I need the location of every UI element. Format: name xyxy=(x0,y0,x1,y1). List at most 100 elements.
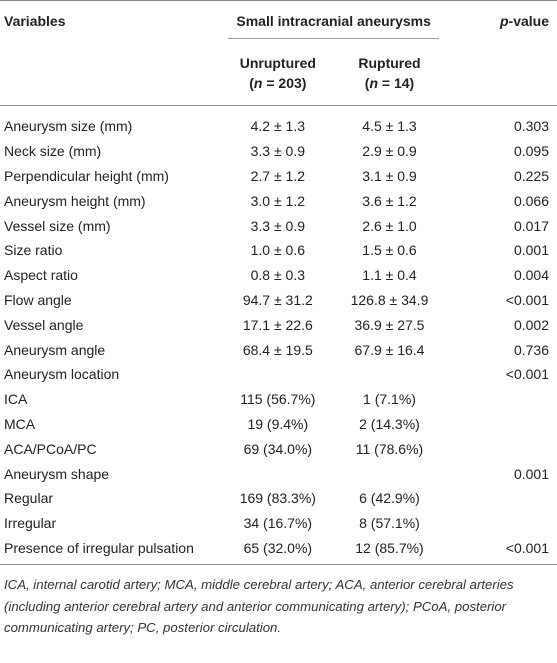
header-blank xyxy=(445,41,557,106)
cell xyxy=(445,412,557,437)
row-label: Presence of irregular pulsation xyxy=(0,535,222,566)
row-label: Flow angle xyxy=(4,291,72,308)
cell: 68.4 ± 19.5 xyxy=(242,341,313,358)
table-row: Irregular 34 (16.7%) 8 (57.1%) xyxy=(0,511,557,536)
footnote: ICA, internal carotid artery; MCA, middl… xyxy=(4,577,514,636)
row-label: Aspect ratio xyxy=(4,267,78,284)
cell xyxy=(334,461,446,486)
cell: 4.2 ± 1.3 xyxy=(250,118,306,135)
column-header: Ruptured (n = 14) xyxy=(333,41,446,106)
cell: 0.004 xyxy=(513,267,549,284)
table-row: Aspect ratio 0.8 ± 0.3 1.1 ± 0.4 0.004 xyxy=(0,263,557,288)
table-row: Presence of irregular pulsation 65 (32.0%… xyxy=(0,535,557,566)
table-row: Flow angle 94.7 ± 31.2 126.8 ± 34.9 <0.001 xyxy=(0,288,557,313)
cell: 2 (14.3%) xyxy=(359,415,420,432)
cell: 69 (34.0%) xyxy=(243,440,313,457)
header-pvalue: p-value xyxy=(445,1,557,42)
cell xyxy=(445,486,557,511)
cell: 3.3 ± 0.9 xyxy=(250,143,306,160)
cell: 2.6 ± 1.0 xyxy=(362,217,417,234)
column-label: Unruptured xyxy=(239,55,316,71)
cell xyxy=(334,362,446,387)
table-row: Size ratio 1.0 ± 0.6 1.5 ± 0.6 0.001 xyxy=(0,238,557,263)
cell: 6 (42.9%) xyxy=(359,490,420,507)
cell: 3.0 ± 1.2 xyxy=(250,192,306,209)
cell: 0.002 xyxy=(513,316,549,333)
row-label: Neck size (mm) xyxy=(4,143,102,160)
column-header: Unruptured (n = 203) xyxy=(222,41,334,106)
cell: <0.001 xyxy=(505,291,549,308)
cell: 0.8 ± 0.3 xyxy=(250,267,306,284)
row-label: Aneurysm shape xyxy=(4,465,110,482)
row-label: MCA xyxy=(4,415,36,432)
table-row: Perpendicular height (mm) 2.7 ± 1.2 3.1 ± … xyxy=(0,164,557,189)
row-label: ACA/PCoA/PC xyxy=(4,440,97,457)
cell: 1.1 ± 0.4 xyxy=(362,267,417,284)
count-symbol: n xyxy=(253,75,263,91)
row-label: Aneurysm location xyxy=(4,366,120,383)
row-label: Aneurysm angle xyxy=(4,341,106,358)
cell: 0.736 xyxy=(513,341,549,358)
table-row: Aneurysm height (mm) 3.0 ± 1.2 3.6 ± 1.2 0.… xyxy=(0,188,557,213)
cell: 65 (32.0%) xyxy=(222,535,334,566)
table-row: Aneurysm shape 0.001 xyxy=(0,461,557,486)
cell: 2.7 ± 1.2 xyxy=(250,167,306,184)
count-rest: = 203) xyxy=(262,75,307,91)
cell: 1.5 ± 0.6 xyxy=(362,242,417,259)
cell: 1.0 ± 0.6 xyxy=(250,242,306,259)
row-label: Aneurysm size (mm) xyxy=(4,118,133,135)
table-row: Aneurysm location <0.001 xyxy=(0,362,557,387)
table-row: Aneurysm size (mm) 4.2 ± 1.3 4.5 ± 1.3 0.30… xyxy=(0,106,557,139)
cell: 0.001 xyxy=(513,465,549,482)
cell: 34 (16.7%) xyxy=(243,515,313,532)
cell: 0.225 xyxy=(513,167,549,184)
cell: 3.1 ± 0.9 xyxy=(362,167,417,184)
table-row: Aneurysm angle 68.4 ± 19.5 67.9 ± 16.4 0.73… xyxy=(0,337,557,362)
header-group: Small intracranial aneurysms xyxy=(222,1,445,42)
cell xyxy=(445,511,557,536)
cell: 0.017 xyxy=(513,217,549,234)
cell: 19 (9.4%) xyxy=(247,415,309,432)
cell xyxy=(445,436,557,461)
row-label: Vessel angle xyxy=(4,316,84,333)
table-row: Regular 169 (83.3%) 6 (42.9%) xyxy=(0,486,557,511)
table-row: MCA 19 (9.4%) 2 (14.3%) xyxy=(0,412,557,437)
count-symbol: n xyxy=(369,75,378,91)
header-blank xyxy=(0,41,222,106)
row-label: Irregular xyxy=(4,515,57,532)
table-row: Vessel angle 17.1 ± 22.6 36.9 ± 27.5 0.002 xyxy=(0,312,557,337)
row-label: Regular xyxy=(4,490,54,507)
cell: 11 (78.6%) xyxy=(355,440,424,457)
table-body: Aneurysm size (mm) 4.2 ± 1.3 4.5 ± 1.3 0.30… xyxy=(0,106,557,566)
column-label: Ruptured xyxy=(358,55,421,71)
cell: 0.095 xyxy=(513,143,549,160)
data-table: Variables Small intracranial aneurysms p… xyxy=(0,0,557,566)
row-label: ICA xyxy=(4,391,28,408)
cell: 3.6 ± 1.2 xyxy=(362,192,417,209)
cell: <0.001 xyxy=(505,366,549,383)
p-rest: -value xyxy=(508,13,549,29)
table-row: Neck size (mm) 3.3 ± 0.9 2.9 ± 0.9 0.095 xyxy=(0,139,557,164)
cell: 0.066 xyxy=(513,192,549,209)
cell: 3.3 ± 0.9 xyxy=(250,217,306,234)
cell: 17.1 ± 22.6 xyxy=(242,316,313,333)
row-label: Aneurysm height (mm) xyxy=(4,192,146,209)
cell: 12 (85.7%) xyxy=(333,535,446,566)
cell: 2.9 ± 0.9 xyxy=(362,143,417,160)
count-open: ( xyxy=(249,75,254,91)
table-row: ACA/PCoA/PC 69 (34.0%) 11 (78.6%) xyxy=(0,436,557,461)
cell: 94.7 ± 31.2 xyxy=(242,291,313,308)
cell: 115 (56.7%) xyxy=(240,391,316,408)
cell: 0.001 xyxy=(513,242,549,259)
cell: 169 (83.3%) xyxy=(239,490,316,507)
cell: 4.5 ± 1.3 xyxy=(362,118,417,135)
cell: 8 (57.1%) xyxy=(359,515,420,532)
cell: 36.9 ± 27.5 xyxy=(354,316,425,333)
header-variables: Variables xyxy=(4,13,66,29)
p-symbol: p xyxy=(499,13,509,29)
count-open: ( xyxy=(364,75,370,91)
cell xyxy=(222,461,334,486)
cell: 67.9 ± 16.4 xyxy=(354,341,425,358)
row-label: Size ratio xyxy=(4,242,63,259)
